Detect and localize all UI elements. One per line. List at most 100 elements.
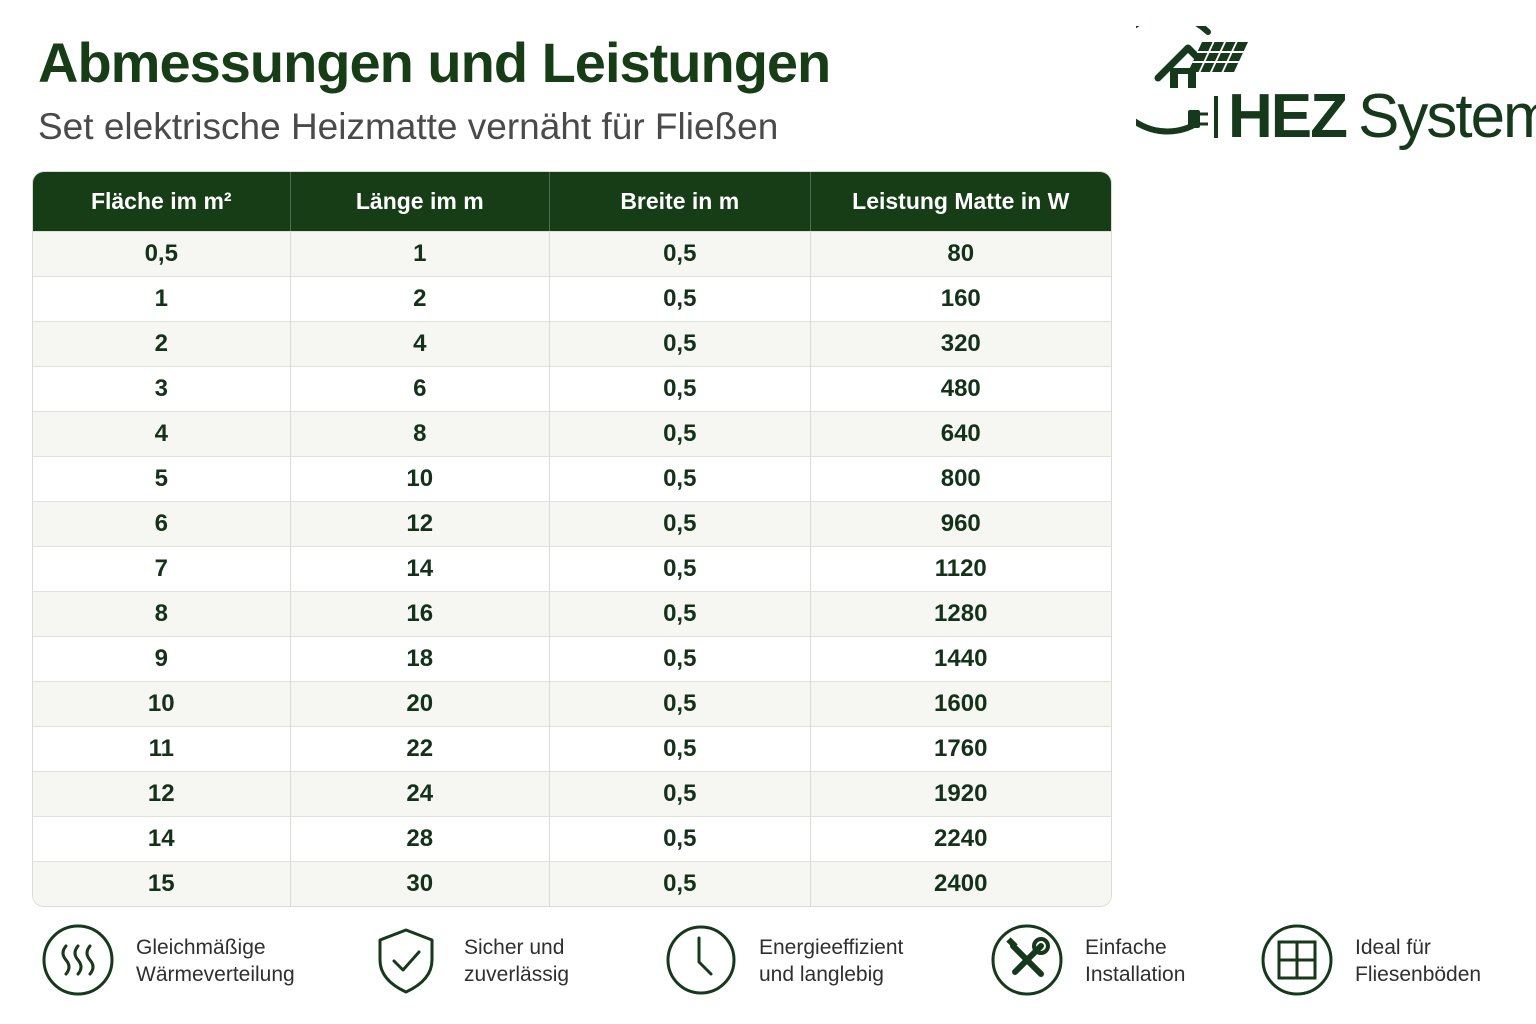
cell-width: 0,5 [550, 366, 811, 411]
cell-power: 960 [810, 501, 1111, 546]
cell-area: 9 [33, 636, 291, 681]
clock-icon [666, 925, 736, 995]
table-row: 14 28 0,5 2240 [33, 816, 1111, 861]
feature-label-line1: Gleichmäßige [136, 936, 266, 959]
cell-power: 1120 [810, 546, 1111, 591]
feature-label: Ideal für Fliesenböden [1355, 934, 1481, 988]
cell-power: 2400 [810, 861, 1111, 906]
cell-power: 80 [810, 231, 1111, 276]
table-row: 3 6 0,5 480 [33, 366, 1111, 411]
header-width: Breite in m [550, 172, 811, 231]
cell-area: 4 [33, 411, 291, 456]
shield-check-icon [378, 928, 434, 994]
cell-length: 4 [290, 321, 551, 366]
table-row: 10 20 0,5 1600 [33, 681, 1111, 726]
house-solar-plug-icon [1136, 26, 1248, 138]
cell-width: 0,5 [550, 771, 811, 816]
cell-area: 2 [33, 321, 291, 366]
cell-power: 160 [810, 276, 1111, 321]
feature-label-line1: Sicher und [464, 936, 565, 959]
cell-length: 18 [290, 636, 551, 681]
cell-area: 14 [33, 816, 291, 861]
table-row: 15 30 0,5 2400 [33, 861, 1111, 906]
cell-area: 5 [33, 456, 291, 501]
cell-width: 0,5 [550, 861, 811, 906]
cell-length: 24 [290, 771, 551, 816]
table-row: 1 2 0,5 160 [33, 276, 1111, 321]
cell-length: 28 [290, 816, 551, 861]
cell-width: 0,5 [550, 591, 811, 636]
cell-area: 11 [33, 726, 291, 771]
cell-power: 640 [810, 411, 1111, 456]
cell-area: 6 [33, 501, 291, 546]
feature-label: Gleichmäßige Wärmeverteilung [136, 934, 295, 988]
feature-label: Sicher und zuverlässig [464, 934, 569, 988]
logo-wordmark: HEZSysteme [1228, 82, 1536, 152]
feature-label-line2: Wärmeverteilung [136, 963, 295, 986]
feature-label-line2: zuverlässig [464, 963, 570, 986]
cell-width: 0,5 [550, 636, 811, 681]
cell-power: 800 [810, 456, 1111, 501]
cell-power: 1920 [810, 771, 1111, 816]
table-row: 5 10 0,5 800 [33, 456, 1111, 501]
cell-power: 2240 [810, 816, 1111, 861]
feature-label-line2: Installation [1085, 963, 1186, 986]
cell-length: 14 [290, 546, 551, 591]
feature-label-line1: Energieeffizient [759, 936, 904, 959]
table-row: 6 12 0,5 960 [33, 501, 1111, 546]
feature-label-line1: Ideal für [1355, 936, 1431, 959]
cell-area: 15 [33, 861, 291, 906]
cell-width: 0,5 [550, 456, 811, 501]
cell-width: 0,5 [550, 726, 811, 771]
cell-width: 0,5 [550, 546, 811, 591]
cell-width: 0,5 [550, 231, 811, 276]
dimensions-table: Fläche im m² Länge im m Breite in m Leis… [32, 171, 1112, 907]
cell-length: 6 [290, 366, 551, 411]
table-row: 2 4 0,5 320 [33, 321, 1111, 366]
cell-power: 1440 [810, 636, 1111, 681]
cell-length: 16 [290, 591, 551, 636]
logo-brand-bold: HEZ [1228, 82, 1348, 151]
cell-width: 0,5 [550, 411, 811, 456]
feature-label-line2: Fliesenböden [1355, 963, 1482, 986]
cell-power: 1280 [810, 591, 1111, 636]
feature-label: Einfache Installation [1085, 934, 1185, 988]
table-row: 9 18 0,5 1440 [33, 636, 1111, 681]
cell-area: 10 [33, 681, 291, 726]
table-row: 12 24 0,5 1920 [33, 771, 1111, 816]
table-row: 0,5 1 0,5 80 [33, 231, 1111, 276]
cell-area: 7 [33, 546, 291, 591]
table-header-row: Fläche im m² Länge im m Breite in m Leis… [33, 172, 1111, 231]
logo-brand-light: Systeme [1358, 82, 1536, 151]
cell-area: 1 [33, 276, 291, 321]
cell-width: 0,5 [550, 681, 811, 726]
cell-width: 0,5 [550, 321, 811, 366]
cell-length: 30 [290, 861, 551, 906]
tiles-icon [1261, 924, 1333, 996]
cell-length: 20 [290, 681, 551, 726]
header-power: Leistung Matte in W [810, 172, 1111, 231]
cell-length: 10 [290, 456, 551, 501]
feature-label-line1: Einfache [1085, 936, 1167, 959]
cell-length: 22 [290, 726, 551, 771]
company-logo: HEZSysteme [1136, 26, 1536, 160]
cell-length: 12 [290, 501, 551, 546]
cell-power: 1760 [810, 726, 1111, 771]
feature-label: Energieeffizient und langlebig [759, 934, 903, 988]
feature-strip: Gleichmäßige Wärmeverteilung Sicher und … [0, 920, 1536, 1010]
header-area: Fläche im m² [33, 172, 291, 231]
cell-area: 0,5 [33, 231, 291, 276]
cell-power: 480 [810, 366, 1111, 411]
cell-area: 3 [33, 366, 291, 411]
heat-waves-icon [42, 924, 114, 996]
page-title: Abmessungen und Leistungen [38, 31, 831, 94]
tools-icon [991, 924, 1063, 996]
cell-width: 0,5 [550, 501, 811, 546]
cell-power: 320 [810, 321, 1111, 366]
header-length: Länge im m [290, 172, 551, 231]
cell-area: 12 [33, 771, 291, 816]
cell-width: 0,5 [550, 276, 811, 321]
table-row: 4 8 0,5 640 [33, 411, 1111, 456]
table-row: 11 22 0,5 1760 [33, 726, 1111, 771]
cell-length: 8 [290, 411, 551, 456]
